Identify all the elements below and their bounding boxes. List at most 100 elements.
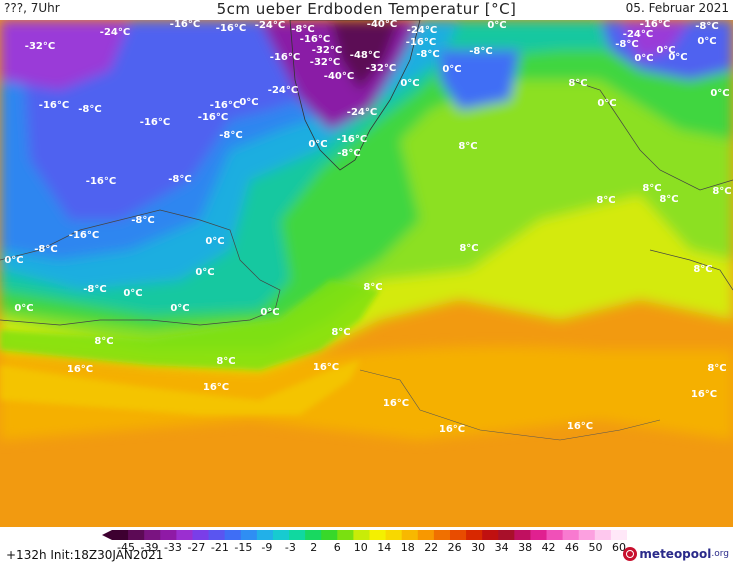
temperature-label: -16°C <box>140 117 170 128</box>
temperature-label: 8°C <box>693 264 712 275</box>
temperature-label: -8°C <box>337 148 360 159</box>
temperature-label: -24°C <box>255 20 285 31</box>
temperature-labels: -32°C-24°C-16°C -16°C -24°C -8°C-16°C-32°C-… <box>4 20 731 435</box>
temperature-label: 0°C <box>195 267 214 278</box>
temperature-label: 8°C <box>216 356 235 367</box>
colorbar-swatch <box>112 530 129 540</box>
temperature-label: -8°C <box>83 284 106 295</box>
map-footer: -45 -39 -33 -27 -21 -15 -9 -3 2 6 10 14 18 22 26 30 34 38… <box>0 527 733 566</box>
colorbar-tick-label: 46 <box>565 541 580 554</box>
temperature-label: -32°C <box>366 63 396 74</box>
temperature-label: 8°C <box>363 282 382 293</box>
colorbar-swatch <box>321 530 338 540</box>
temperature-label: 0°C <box>239 97 258 108</box>
colorbar-min-arrow <box>102 530 112 540</box>
temperature-label: -16°C <box>270 52 300 63</box>
temperature-label: -16°C <box>300 34 330 45</box>
colorbar-tick-label: 2 <box>310 541 318 554</box>
colorbar-swatch <box>578 530 596 540</box>
temperature-label: 8°C <box>712 186 731 197</box>
temperature-label: -8°C <box>34 244 57 255</box>
colorbar-tick-label: -15 <box>234 541 253 554</box>
colorbar-tick-label: 22 <box>424 541 439 554</box>
colorbar-tick-label: 30 <box>471 541 486 554</box>
colorbar-swatch <box>562 530 580 540</box>
temperature-label: -24°C <box>268 85 298 96</box>
colorbar-swatch <box>192 530 210 540</box>
temperature-label: 0°C <box>597 98 616 109</box>
temperature-label: 0°C <box>697 36 716 47</box>
colorbar-tick-label: 6 <box>333 541 341 554</box>
logo-icon <box>623 547 638 561</box>
colorbar-swatch <box>433 530 451 540</box>
temperature-label: 0°C <box>308 139 327 150</box>
temperature-label: -16°C <box>86 176 116 187</box>
temperature-label: 8°C <box>459 243 478 254</box>
colorbar-swatch <box>417 530 435 540</box>
colorbar-swatch <box>498 530 515 540</box>
temperature-map[interactable]: -32°C -24°C -16°C -16°C -24°C -8°C -16°C -32°C -… <box>0 20 733 527</box>
temperature-label: -40°C <box>367 20 397 30</box>
temperature-label: 8°C <box>596 195 615 206</box>
meteopool-logo[interactable]: meteopool .org <box>623 545 729 563</box>
colorbar-swatch <box>594 530 612 540</box>
colorbar-tick-label: -27 <box>187 541 206 554</box>
colorbar-swatch <box>144 530 161 540</box>
temperature-label: -16°C <box>210 100 240 111</box>
temperature-label: -8°C <box>131 215 154 226</box>
colorbar-tick-label: 26 <box>447 541 462 554</box>
temperature-label: 0°C <box>123 288 142 299</box>
region-time-label: ???, 7Uhr <box>4 1 60 15</box>
colorbar-swatch <box>160 530 177 540</box>
temperature-label: -16°C <box>198 112 228 123</box>
temperature-label: 16°C <box>383 398 409 409</box>
temperature-label: 0°C <box>205 236 224 247</box>
temperature-label: -48°C <box>350 50 380 61</box>
temperature-label: 16°C <box>313 362 339 373</box>
colorbar-tick-label: 38 <box>518 541 533 554</box>
temperature-label: -24°C <box>407 25 437 36</box>
temperature-label: 0°C <box>656 45 675 56</box>
temperature-label: -16°C <box>406 37 436 48</box>
logo-text: meteopool <box>639 547 712 561</box>
temperature-label: -16°C <box>170 20 200 30</box>
temperature-label: -8°C <box>78 104 101 115</box>
colorbar-tick-label: -33 <box>163 541 182 554</box>
colorbar-tick-label: 18 <box>400 541 415 554</box>
temperature-label: -8°C <box>695 21 718 32</box>
colorbar-tick-label: -3 <box>284 541 296 554</box>
temperature-label: -16°C <box>39 100 69 111</box>
temperature-label: 16°C <box>439 424 465 435</box>
logo-tld: .org <box>711 549 729 559</box>
temperature-label: 8°C <box>94 336 113 347</box>
colorbar-tick-label: -45 <box>117 541 135 554</box>
temperature-label: 0°C <box>668 52 687 63</box>
temperature-label: -8°C <box>416 49 439 60</box>
colorbar-tick-label: 10 <box>353 541 368 554</box>
temperature-label: -24°C <box>100 27 130 38</box>
temperature-label: -32°C <box>25 41 55 52</box>
colorbar-swatch <box>482 530 499 540</box>
temperature-label: 16°C <box>67 364 93 375</box>
temperature-label: 0°C <box>260 307 279 318</box>
temperature-label: 0°C <box>4 255 23 266</box>
colorbar-swatch <box>610 530 627 540</box>
temperature-label: 16°C <box>203 382 229 393</box>
colorbar-tick-label: -21 <box>210 541 229 554</box>
colorbar-swatch <box>401 530 419 540</box>
temperature-label: 8°C <box>458 141 477 152</box>
colorbar-swatch <box>385 530 403 540</box>
colorbar-swatch <box>466 530 483 540</box>
color-scale-bar <box>102 530 627 540</box>
temperature-label: -32°C <box>310 57 340 68</box>
colorbar-swatch <box>449 530 467 540</box>
temperature-label: -8°C <box>469 46 492 57</box>
colorbar-swatch <box>546 530 564 540</box>
colorbar-swatch <box>305 530 322 540</box>
temperature-label: -8°C <box>615 39 638 50</box>
temperature-label: -24°C <box>623 29 653 40</box>
temperature-label: -16°C <box>69 230 99 241</box>
temperature-label: -8°C <box>219 130 242 141</box>
temperature-label: -8°C <box>291 24 314 35</box>
colorbar-tick-label: 60 <box>612 541 626 554</box>
